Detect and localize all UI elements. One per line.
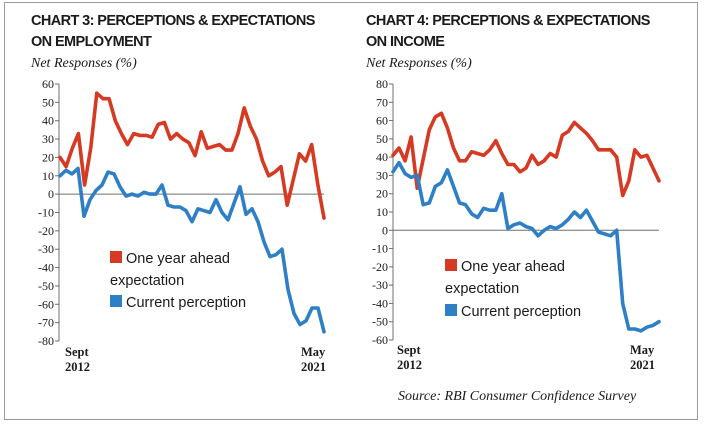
- chart3-legend-swatch-perception: [110, 295, 122, 307]
- chart3-y-tick-label: -20: [38, 224, 54, 238]
- chart4-x-end-month: May: [630, 343, 655, 357]
- chart3-y-tick-label: -40: [38, 261, 54, 275]
- chart3-y-tick-label: -70: [38, 316, 54, 330]
- chart4-y-tick-label: 30: [376, 168, 388, 182]
- chart3-series-expectation-line: [58, 91, 326, 220]
- chart4-x-start-month: Sept: [397, 343, 421, 357]
- chart4-x-start-year: 2012: [397, 358, 422, 372]
- chart4-y-tick-label: 80: [376, 77, 388, 91]
- chart4-legend-expectation-line1: One year ahead: [461, 259, 565, 275]
- chart4-y-tick-label: -20: [372, 260, 388, 274]
- chart3-title-line1: CHART 3: PERCEPTIONS & EXPECTATIONS: [31, 13, 316, 29]
- chart3-legend: One year ahead expectation Current perce…: [110, 251, 246, 311]
- chart4-y-tick-label: 70: [376, 95, 388, 109]
- chart3-y-tick-label: 30: [42, 132, 54, 146]
- chart4-y-tick-label: 10: [376, 205, 388, 219]
- chart3-x-start-year: 2012: [65, 360, 90, 374]
- chart3-y-tick-label: 20: [42, 150, 54, 164]
- chart3-y-tick-label: -80: [38, 334, 54, 348]
- chart3-title-line2: ON EMPLOYMENT: [31, 34, 152, 50]
- chart4-y-tick-label: -10: [372, 242, 388, 256]
- chart4-y-tick-label: 20: [376, 187, 388, 201]
- chart4-y-tick-label: -40: [372, 296, 388, 310]
- chart3-y-tick-label: 10: [42, 169, 54, 183]
- chart3-x-start-month: Sept: [65, 345, 89, 359]
- chart3-header: CHART 3: PERCEPTIONS & EXPECTATIONS ON E…: [30, 13, 326, 374]
- chart3-x-end-month: May: [301, 345, 326, 359]
- chart4-y-tick-label: 40: [376, 150, 388, 164]
- chart3-y-tick-label: 0: [48, 187, 54, 201]
- chart3-y-axis-label: Net Responses (%): [30, 56, 137, 71]
- chart3-y-tick-label: -10: [38, 206, 54, 220]
- chart4-legend-perception: Current perception: [461, 304, 581, 320]
- chart3-series-perception-line: [58, 166, 326, 334]
- chart3-legend-expectation-line2: expectation: [110, 273, 184, 289]
- chart3-y-tick-label: 50: [42, 95, 54, 109]
- chart3-y-tick-label: 40: [42, 114, 54, 128]
- chart4-y-tick-label: 0: [382, 223, 388, 237]
- chart4-legend-swatch-expectation: [445, 259, 457, 271]
- chart4-legend-swatch-perception: [445, 304, 457, 316]
- chart4-y-tick-label: -50: [372, 315, 388, 329]
- chart4-legend-expectation-line2: expectation: [445, 281, 519, 297]
- figure-frame: [4, 2, 698, 420]
- chart4-marks: 80 70 60 50 40 30 20 10 0 -10 -20 -30 -40 -50 -60: [372, 77, 661, 347]
- chart4-x-end-year: 2021: [630, 358, 655, 372]
- chart4-series-perception-line: [391, 160, 661, 333]
- chart3-y-tick-label: -30: [38, 242, 54, 256]
- chart3-y-tick-label: 60: [42, 77, 54, 91]
- chart3-y-tick-label: -50: [38, 279, 54, 293]
- chart3-marks: 60 50 40 30 20 10 0 -10 -20 -30 -40 -50 -60 -70 -80: [38, 77, 326, 348]
- source-note: Source: RBI Consumer Confidence Survey: [398, 389, 637, 404]
- chart3-legend-swatch-expectation: [110, 251, 122, 263]
- chart4-y-axis-label: Net Responses (%): [365, 56, 472, 71]
- chart4-y-tick-label: -60: [372, 333, 388, 347]
- chart4-y-tick-label: 50: [376, 132, 388, 146]
- chart4-y-tick-label: 60: [376, 114, 388, 128]
- chart4-y-tick-label: -30: [372, 278, 388, 292]
- chart4-title-line2: ON INCOME: [366, 34, 445, 50]
- chart3-legend-perception: Current perception: [126, 295, 246, 311]
- chart3-y-tick-label: -60: [38, 297, 54, 311]
- chart4-legend: One year ahead expectation Current perce…: [445, 259, 581, 320]
- chart3-legend-expectation-line1: One year ahead: [126, 251, 230, 267]
- chart4-series-expectation-line: [391, 111, 661, 198]
- chart3-x-end-year: 2021: [301, 360, 326, 374]
- chart4-title-line1: CHART 4: PERCEPTIONS & EXPECTATIONS: [366, 13, 651, 29]
- chart4-header: CHART 4: PERCEPTIONS & EXPECTATIONS ON I…: [365, 13, 655, 372]
